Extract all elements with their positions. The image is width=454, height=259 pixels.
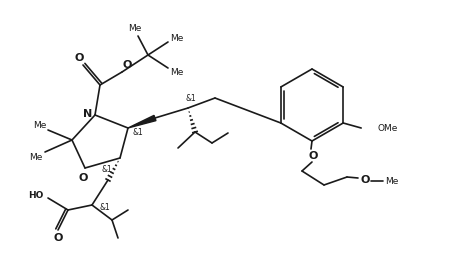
Text: O: O: [78, 173, 88, 183]
Text: Me: Me: [170, 33, 184, 42]
Text: &1: &1: [102, 164, 113, 174]
Text: Me: Me: [30, 153, 43, 162]
Text: O: O: [53, 233, 63, 243]
Text: O: O: [74, 53, 84, 63]
Text: N: N: [84, 109, 93, 119]
Text: Me: Me: [33, 120, 47, 130]
Text: Me: Me: [385, 176, 399, 185]
Text: &1: &1: [133, 127, 143, 136]
Text: O: O: [360, 175, 370, 185]
Text: &1: &1: [186, 93, 197, 103]
Text: OMe: OMe: [377, 124, 398, 133]
Text: &1: &1: [99, 204, 110, 212]
Text: HO: HO: [28, 191, 44, 199]
Text: O: O: [122, 60, 132, 70]
Text: O: O: [308, 151, 318, 161]
Polygon shape: [128, 115, 156, 128]
Text: Me: Me: [128, 24, 142, 32]
Text: Me: Me: [170, 68, 184, 76]
